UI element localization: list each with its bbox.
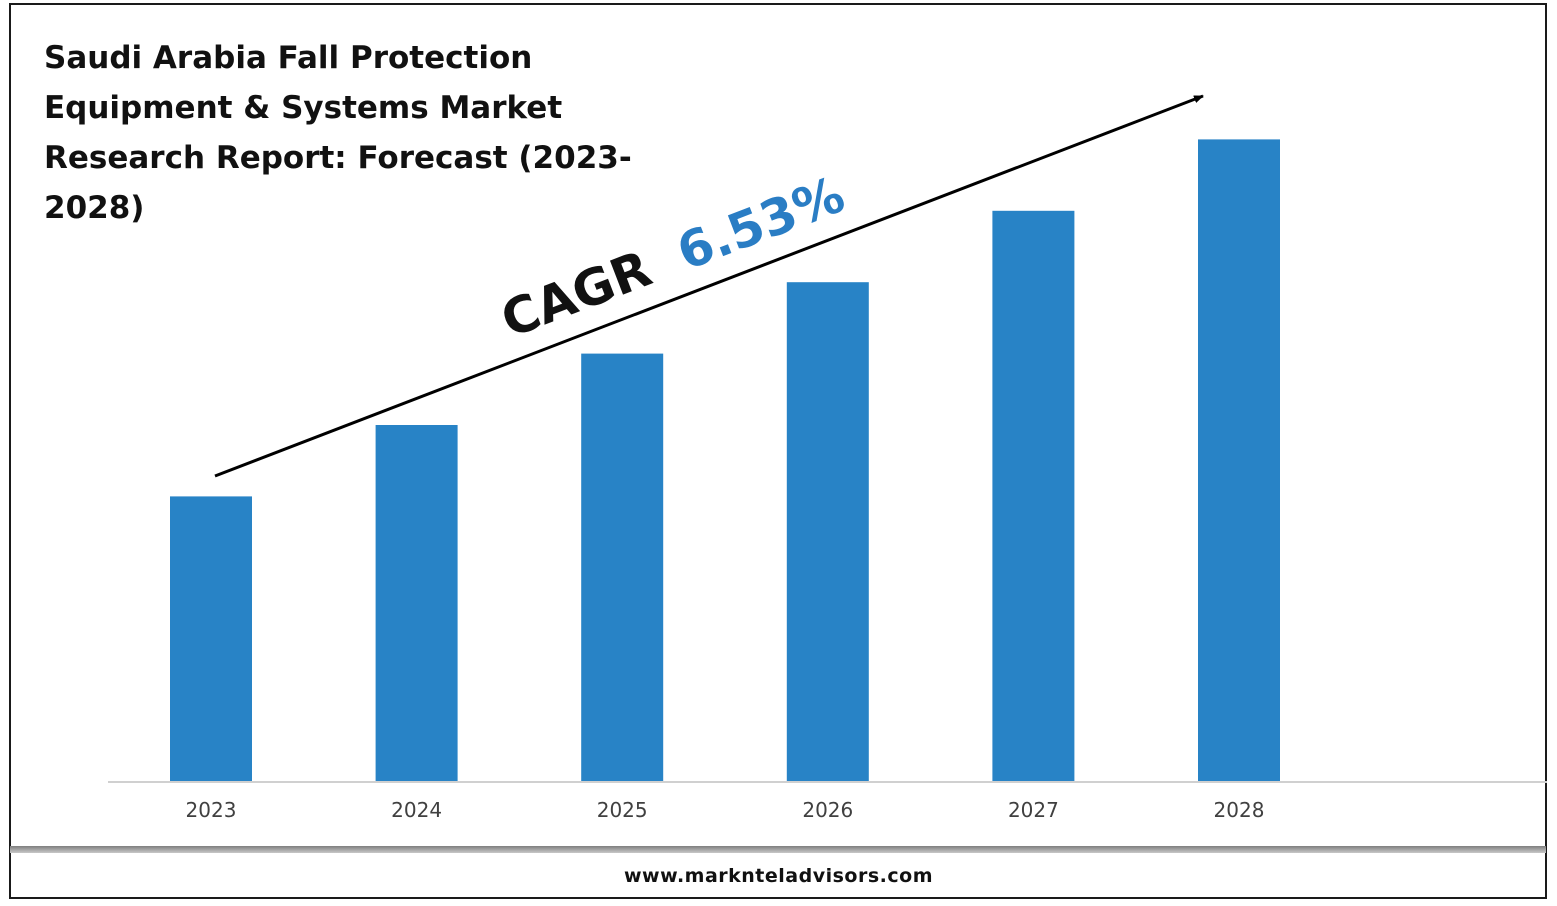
x-tick-label-2026: 2026 <box>802 798 853 822</box>
x-tick-labels: 2023 2024 2025 2026 2027 2028 <box>186 798 1265 822</box>
bar-2027 <box>992 210 1075 783</box>
x-tick-label-2028: 2028 <box>1214 798 1265 822</box>
bar-2025 <box>581 353 664 782</box>
bar-2023 <box>170 496 252 782</box>
x-tick-label-2023: 2023 <box>186 798 237 822</box>
cagr-value: 6.53% <box>669 165 852 281</box>
x-tick-label-2025: 2025 <box>597 798 648 822</box>
footer-url: www.marknteladvisors.com <box>624 865 933 887</box>
footer-divider <box>10 846 1546 853</box>
x-tick-label-2024: 2024 <box>391 798 442 822</box>
bar-2026 <box>786 282 869 782</box>
bar-2024 <box>375 425 458 782</box>
x-tick-label-2027: 2027 <box>1008 798 1059 822</box>
bars-group <box>170 139 1280 783</box>
chart-title: Saudi Arabia Fall Protection Equipment &… <box>44 40 632 226</box>
chart-frame <box>9 3 1547 899</box>
bar-2028 <box>1198 139 1280 782</box>
cagr-trend-arrow <box>214 94 1204 478</box>
cagr-label: CAGR <box>494 240 659 350</box>
